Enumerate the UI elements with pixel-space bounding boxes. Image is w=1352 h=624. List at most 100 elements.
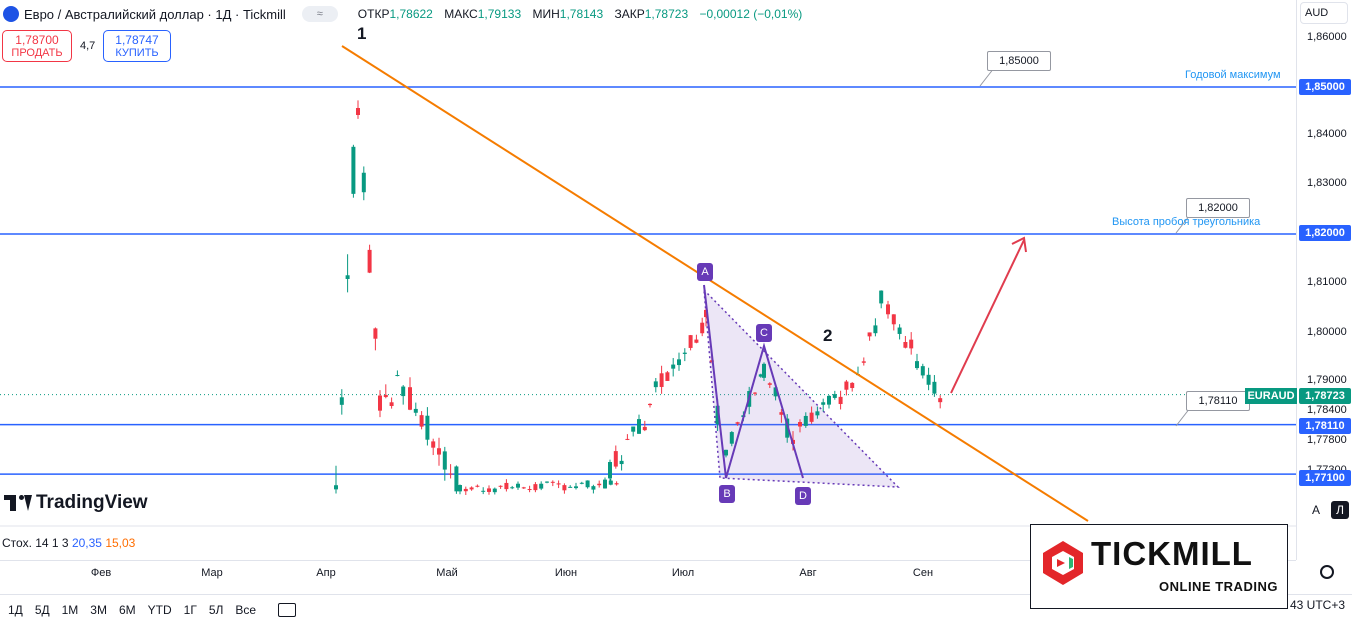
candle-body (448, 473, 453, 475)
candle-body (688, 335, 693, 348)
candle-body (345, 275, 350, 279)
candle-body (821, 402, 826, 405)
candle-body (803, 415, 808, 426)
abcd-path (703, 284, 804, 479)
tickmill-icon (1043, 541, 1083, 585)
wave-label-2: 2 (823, 326, 833, 345)
candle-body (608, 462, 612, 479)
candle-body (631, 426, 636, 432)
price-callout-17811: 1,78110 (1186, 391, 1250, 411)
candle-body (454, 466, 459, 492)
range-5d[interactable]: 5Д (34, 602, 50, 617)
range-1m[interactable]: 1М (61, 602, 79, 617)
x-tick: Июн (554, 567, 578, 579)
candle-body (378, 395, 382, 411)
range-1d[interactable]: 1Д (8, 602, 23, 617)
candle-body (815, 411, 820, 416)
candle-body (873, 325, 878, 334)
tickmill-name: TICKMILL (1091, 535, 1253, 572)
range-toolbar: 1Д 5Д 1М 3М 6М YTD 1Г 5Л Все (0, 594, 1352, 624)
buy-label: КУПИТЬ (115, 47, 159, 59)
ohlc-low-label: МИН (532, 7, 560, 21)
candle-body (625, 438, 630, 440)
sell-button[interactable]: 1,78700 ПРОДАТЬ (2, 30, 72, 62)
candle-body (753, 392, 757, 394)
time-axis[interactable]: Фев Мар Апр Май Июн Июл Авг Сен (0, 560, 1296, 587)
candle-body (682, 352, 687, 354)
candle-body (527, 489, 532, 491)
y-tick: 1,79000 (1307, 374, 1347, 386)
point-b: B (719, 485, 735, 503)
candle-body (481, 490, 486, 492)
candle-body (475, 485, 480, 487)
chart-header: Евро / Австралийский доллар · 1Д · Tickm… (0, 0, 1295, 28)
candle-body (827, 395, 831, 405)
candle-body (938, 398, 943, 403)
x-tick: Май (436, 567, 458, 579)
range-1y[interactable]: 1Г (183, 602, 197, 617)
currency-select[interactable]: AUD (1300, 2, 1348, 24)
candle-body (920, 366, 925, 376)
candle-body (395, 375, 400, 377)
ohlc-close-label: ЗАКР (614, 7, 645, 21)
ohlc-open-label: ОТКР (357, 7, 390, 21)
ohlc-change: −0,00012 (−0,01%) (699, 7, 803, 21)
candle-body (844, 381, 849, 390)
price-axis[interactable]: 1,86000 1,85000 1,84000 1,83000 1,82000 1,810… (1296, 0, 1352, 560)
auto-scale-button[interactable]: A (1311, 503, 1320, 517)
candle-body (351, 146, 356, 194)
candle-body (431, 441, 436, 448)
timezone-label[interactable]: 43 UTC+3 (1290, 598, 1346, 612)
candle-body (408, 387, 412, 410)
currency-label: AUD (1305, 7, 1329, 19)
candle-body (367, 249, 372, 273)
sell-price: 1,78700 (15, 33, 59, 47)
x-tick: Апр (316, 567, 336, 579)
status-pill[interactable]: ≈ (301, 6, 338, 22)
candle-body (510, 487, 515, 489)
log-scale-button[interactable]: Л (1331, 501, 1349, 519)
settings-gear-icon[interactable] (1320, 565, 1334, 579)
candle-body (926, 374, 931, 385)
stochastic-legend[interactable]: Стох. 14 1 3 20,35 15,03 (2, 536, 135, 550)
buy-button[interactable]: 1,78747 КУПИТЬ (103, 30, 171, 62)
date-range-calendar-icon[interactable] (278, 602, 297, 617)
point-d: D (795, 487, 811, 505)
symbol-title[interactable]: Евро / Австралийский доллар · 1Д · Tickm… (24, 6, 286, 22)
x-tick: Сен (912, 567, 934, 579)
pill-text: ≈ (316, 8, 323, 20)
range-all[interactable]: Все (235, 602, 257, 617)
candle-body (704, 309, 708, 318)
candle-body (758, 374, 763, 377)
y-tick: 1,77800 (1307, 434, 1347, 446)
candle-body (809, 412, 814, 422)
price-chart[interactable] (0, 0, 1296, 560)
candle-body (767, 383, 772, 385)
candle-body (401, 386, 406, 397)
candle-body (608, 480, 613, 485)
y-tick: 1,78400 (1307, 404, 1347, 416)
candle-body (677, 359, 681, 366)
candle-body (498, 485, 503, 487)
candle-body (442, 451, 447, 470)
candle-body (373, 328, 378, 339)
point-a: A (697, 263, 713, 281)
candle-body (779, 412, 784, 415)
candle-body (850, 382, 855, 389)
candle-body (861, 361, 866, 363)
candle-body (504, 482, 509, 490)
ohlc-close: 1,78723 (644, 7, 689, 21)
candle-body (539, 483, 544, 489)
candle-body (665, 372, 670, 381)
triangle-breakout-label: Высота пробоя треугольника (1112, 216, 1261, 228)
candle-body (715, 405, 720, 425)
range-5y[interactable]: 5Л (208, 602, 224, 617)
candle-body (603, 479, 607, 489)
y-tick: 1,80000 (1307, 326, 1347, 338)
candle-body (389, 402, 394, 406)
range-3m[interactable]: 3М (90, 602, 107, 617)
x-tick: Июл (671, 567, 695, 579)
range-ytd[interactable]: YTD (147, 602, 172, 617)
y-price-label: 1,82000 (1299, 225, 1351, 241)
range-6m[interactable]: 6М (118, 602, 136, 617)
